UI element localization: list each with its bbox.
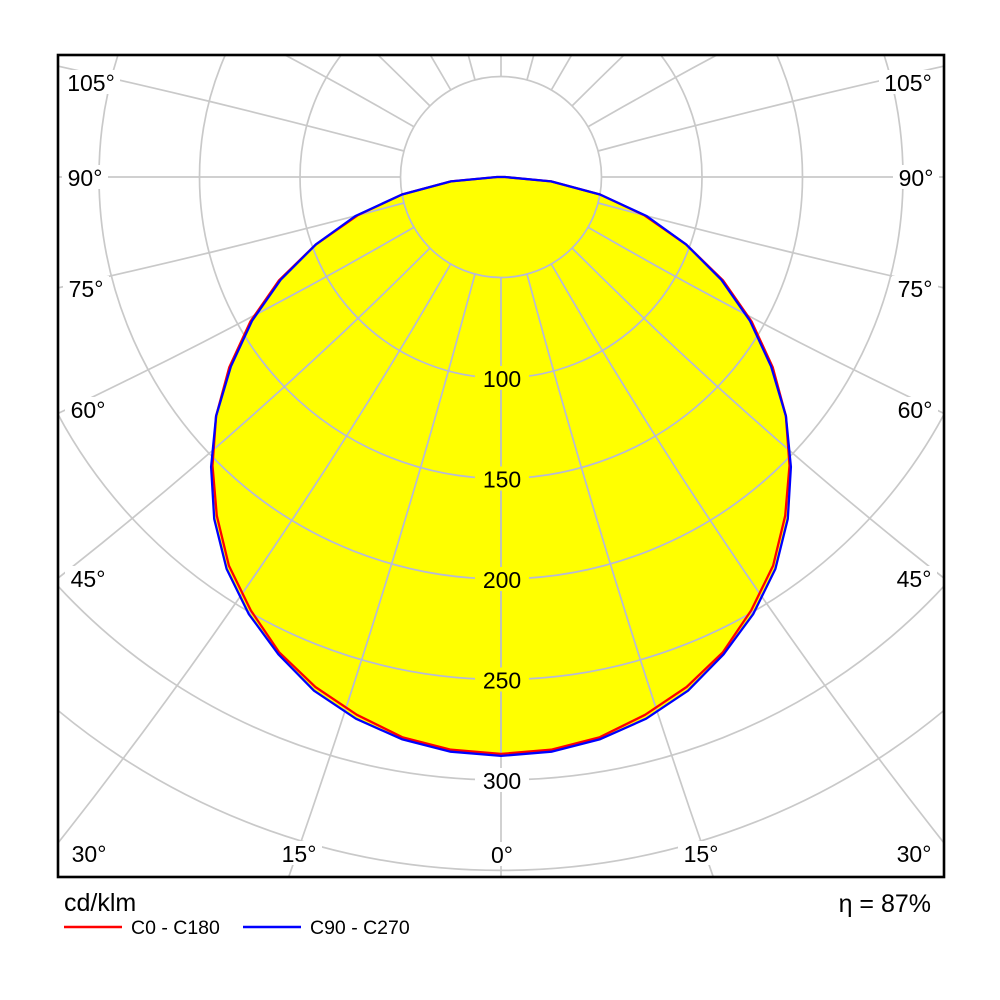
gamma-axis-label: 15° [684, 841, 719, 867]
units-label: cd/klm [64, 889, 136, 917]
gamma-axis-label: 45° [897, 566, 932, 592]
efficiency-label: η = 87% [839, 890, 931, 918]
radial-tick-label: 300 [483, 768, 521, 794]
grid-ray [0, 0, 404, 151]
gamma-axis-label-bg [891, 841, 937, 865]
legend: C0 - C180 C90 - C270 [64, 917, 410, 939]
gamma-axis-label-bg [892, 397, 938, 421]
gamma-axis-label: 60° [71, 397, 106, 423]
grid-ray [283, 55, 415, 128]
gamma-axis-label-bg [276, 841, 322, 865]
gamma-axis-label-bg [891, 566, 937, 590]
gamma-axis-label: 15° [282, 841, 317, 867]
radial-tick-label-bg [475, 466, 529, 491]
gamma-axis-label: 90° [899, 165, 934, 191]
grid-ray [587, 55, 719, 128]
radial-tick-label-bg [475, 768, 529, 792]
grid-ray [526, 55, 535, 81]
gamma-axis-label: 105° [884, 70, 932, 96]
grid-ray [211, 247, 431, 714]
grid-ray [211, 226, 415, 542]
gamma-axis-label: 30° [72, 841, 107, 867]
gamma-axis-label: 90° [68, 165, 103, 191]
gamma-axis-label-bg [893, 165, 939, 189]
grid-ray [257, 273, 476, 756]
gamma-axis-label: 75° [69, 276, 104, 302]
grid-ray [550, 263, 791, 756]
radial-tick-label: 250 [483, 668, 521, 694]
grid-ray [597, 202, 944, 289]
c90-c270-curve [209, 175, 793, 758]
gamma-axis-label: 75° [898, 276, 933, 302]
grid-ray [211, 263, 452, 756]
gamma-axis-label: 0° [491, 842, 513, 868]
gamma-axis-label-bg [65, 566, 111, 590]
grid-ray [527, 0, 743, 80]
grid-ray [587, 226, 791, 542]
gamma-axis-label-bg [63, 276, 109, 300]
radial-tick-label-bg [475, 366, 529, 390]
grid-ray [571, 247, 791, 714]
gamma-axis-label: 45° [71, 566, 106, 592]
radial-tick-label-bg [475, 567, 529, 591]
radial-tick-label: 200 [483, 567, 521, 593]
plot-frame [56, 53, 946, 879]
grid-ray [259, 0, 475, 80]
gamma-axis-label-bg [62, 165, 108, 189]
legend-label-c0-c180: C0 - C180 [131, 917, 220, 939]
radial-tick-label-bg [475, 667, 529, 692]
grid-ray [526, 273, 745, 756]
grid-ray [467, 55, 476, 81]
gamma-axis-label: 105° [67, 70, 115, 96]
grid-ray [58, 202, 405, 289]
grid-ray [58, 65, 405, 152]
gamma-axis-label-bg [62, 70, 120, 94]
radial-tick-label: 150 [483, 467, 521, 493]
gamma-axis-label-bg [479, 842, 525, 866]
legend-label-c90-c270: C90 - C270 [310, 917, 410, 939]
gamma-axis-label-bg [66, 841, 112, 865]
gamma-axis-label-bg [879, 70, 937, 94]
radial-tick-label: 100 [483, 366, 521, 392]
gamma-axis-label-bg [65, 397, 111, 421]
gamma-axis-label: 60° [898, 397, 933, 423]
gamma-axis-label-bg [892, 276, 938, 300]
grid-ray [597, 65, 944, 152]
gamma-axis-label: 30° [897, 841, 932, 867]
gamma-axis-label-bg [678, 841, 724, 865]
